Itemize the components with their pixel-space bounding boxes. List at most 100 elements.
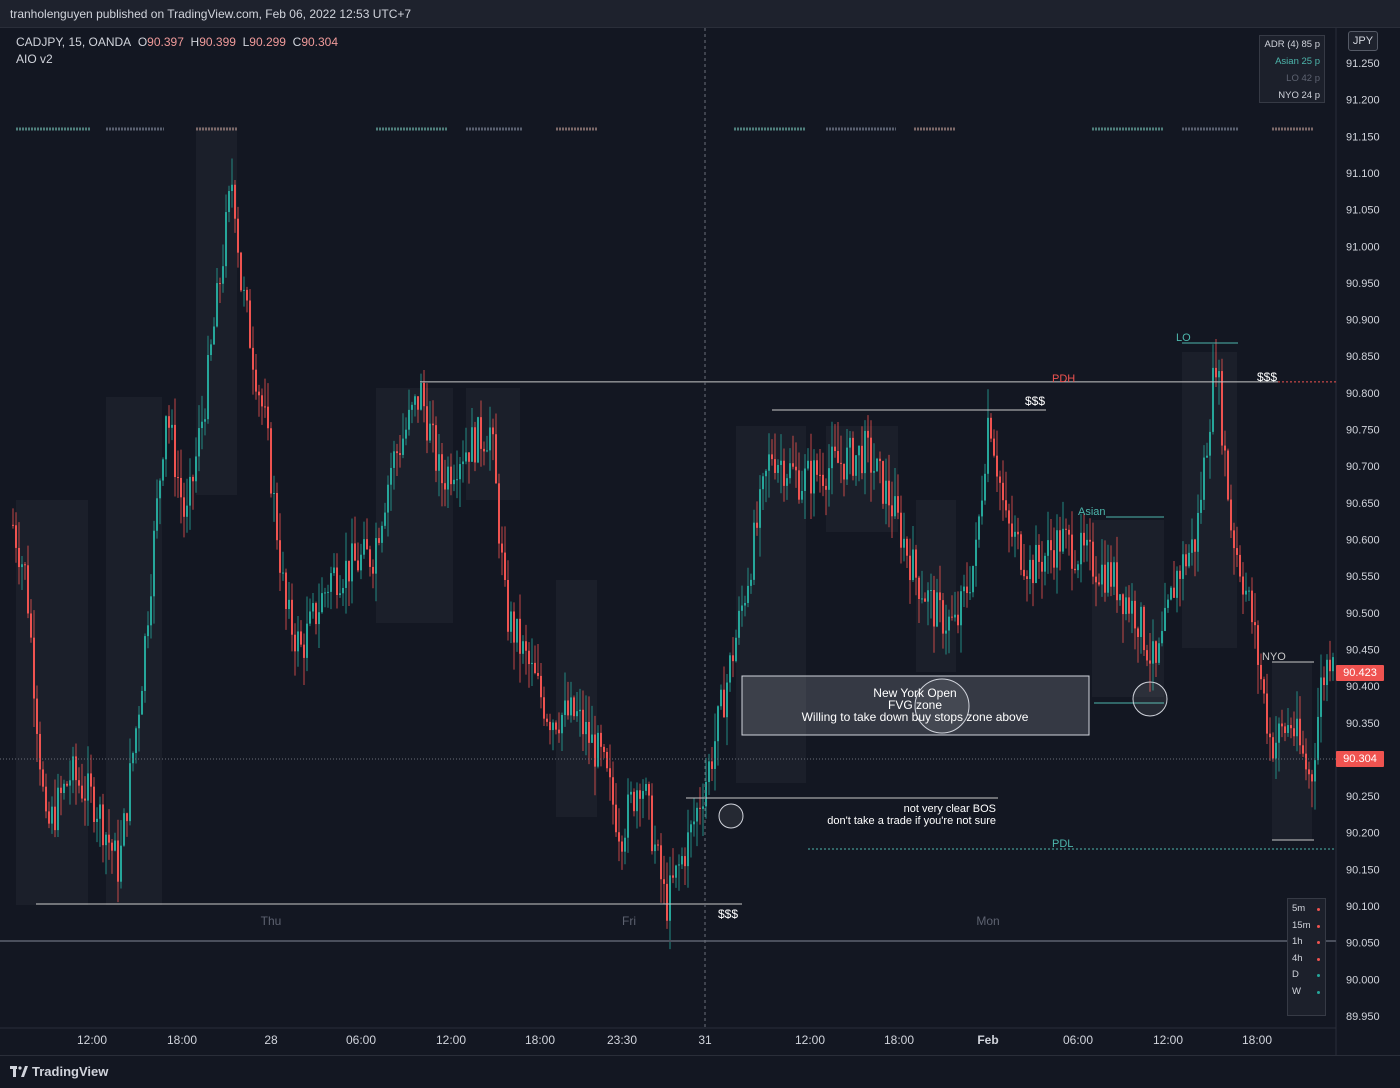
symbol-label[interactable]: CADJPY, 15, OANDA [16,35,132,49]
candle-body [732,655,734,662]
candle-body [330,573,332,592]
candle-body [561,714,563,734]
candle-body [1083,532,1085,546]
candle-body [1158,643,1160,663]
candle-body [414,396,416,405]
day-watermark: Thu [261,914,282,928]
candle-body [843,463,845,480]
candle-body [99,804,101,819]
candle-body [1281,723,1283,727]
price-axis-bg[interactable] [1336,28,1400,1055]
adr-row-label: NYO [1278,90,1299,101]
bos-annotation-line1: not very clear BOS [904,803,996,815]
candle-body [222,266,224,284]
candle-body [573,697,575,717]
candle-body [72,756,74,781]
candle-body [864,430,866,474]
candle-body [636,790,638,812]
candle-body [1218,371,1220,378]
candle-body [699,807,701,809]
candle-body [513,611,515,643]
candle-body [348,560,350,582]
candle-body [1197,512,1199,552]
candle-body [447,466,449,490]
candle-body [1110,562,1112,587]
candle-body [258,391,260,396]
candle-body [1272,737,1274,759]
candle-body [591,734,593,743]
candle-body [1131,600,1133,614]
timeframe-label: 15m [1292,919,1311,931]
candle-body [378,538,380,543]
candle-body [369,549,371,567]
candle-body [306,623,308,658]
candle-body [525,641,527,651]
candle-body [1128,597,1130,614]
candle-body [51,806,53,824]
candle-body [111,842,113,851]
candle-body [744,602,746,606]
candle-body [1098,582,1100,585]
candle-body [639,790,641,799]
candle-body [1185,554,1187,567]
candle-body [540,675,542,698]
candle-body [1224,445,1226,451]
symbol-ohlc: CADJPY, 15, OANDA O90.397 H90.399 L90.29… [16,34,338,51]
candle-body [696,807,698,822]
candle-body [960,591,962,626]
candle-body [153,530,155,597]
candle-body [1305,753,1307,770]
tradingview-logo[interactable]: TradingView [10,1064,108,1079]
candle-body [1329,659,1331,672]
indicator-name[interactable]: AIO v2 [16,52,53,66]
candle-body [483,448,485,452]
candle-body [1278,723,1280,743]
candle-body [456,479,458,481]
candle-body [717,706,719,742]
candle-body [690,824,692,833]
time-axis-label: 18:00 [525,1033,555,1047]
candle-body [90,773,92,787]
candle-body [288,599,290,610]
candle-body [597,732,599,767]
candle-body [831,446,833,469]
fvg-annotation-line2: FVG zone [888,698,942,712]
candle-body [1167,599,1169,608]
timeframe-label: 5m [1292,903,1306,914]
candle-body [318,612,320,625]
trend-dot-icon [1317,941,1320,945]
candle-body [108,834,110,843]
time-axis-label: 28 [264,1033,278,1047]
price-axis-label: 90.200 [1346,828,1380,840]
candle-body [1209,431,1211,456]
candle-body [1107,562,1109,593]
candle-body [294,634,296,652]
session-box [1182,352,1237,648]
price-axis-label: 91.000 [1346,241,1380,253]
candle-body [321,593,323,613]
candle-body [933,590,935,627]
timeframe-row: W [1292,984,1325,1001]
close-label: C [292,35,302,49]
candle-body [375,538,377,574]
candle-body [1173,587,1175,598]
fvg-annotation-line1: New York Open [873,686,956,700]
candle-body [1221,371,1223,446]
adr-row: LO 42 p [1260,70,1320,87]
candle-body [897,496,899,513]
candle-body [555,722,557,730]
price-axis-label: 90.000 [1346,974,1380,986]
chart-area[interactable]: New York Open FVG zone Willing to take dow… [0,28,1400,1055]
candle-body [1053,550,1055,568]
candle-body [186,505,188,517]
candle-body [741,605,743,611]
candle-body [384,512,386,526]
candle-body [105,834,107,846]
currency-badge[interactable]: JPY [1348,31,1378,51]
candle-body [492,427,494,435]
candle-body [522,641,524,654]
fvg-annotation-line3: Willing to take down buy stops zone abov… [802,710,1029,724]
candle-body [1176,570,1178,598]
candle-body [432,423,434,426]
